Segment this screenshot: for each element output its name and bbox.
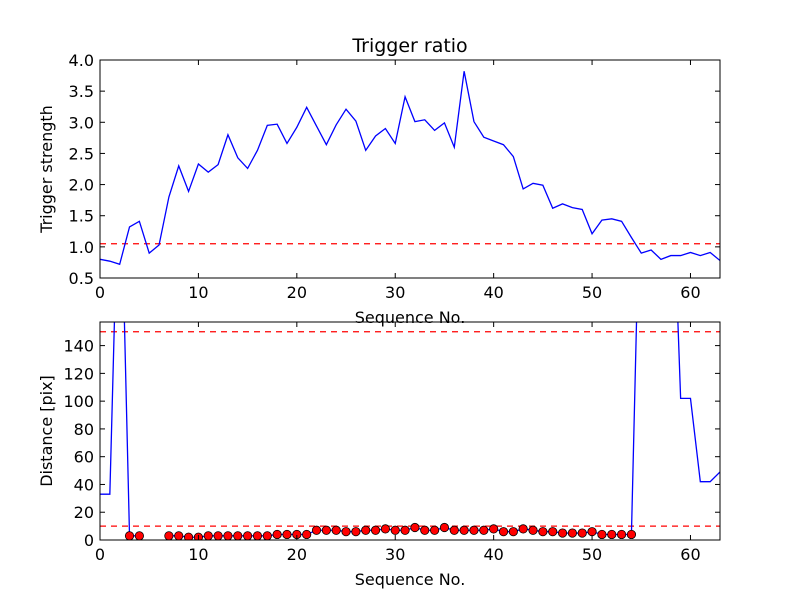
chart1-series-1-point-13	[272, 529, 282, 540]
chart0-xtick-label-5: 50	[582, 283, 602, 302]
chart1-series-1-point-19	[331, 525, 341, 535]
distance-chart: 0 10 20 30 40 50 60 0 20 40 60 80 100 120 140 Sequence …	[37, 321, 721, 589]
chart1-plot-area	[100, 322, 720, 540]
chart0-xtick-label-2: 20	[287, 283, 307, 302]
chart1-series-1-point-42	[557, 528, 568, 538]
chart0-x-axis-label: Sequence No.	[355, 308, 466, 327]
chart1-series-1-point-2	[164, 531, 174, 540]
chart1-ytick-label-7: 140	[63, 337, 94, 356]
chart1-series-1-point-40	[538, 527, 548, 537]
chart1-series-1-point-44	[577, 528, 587, 538]
chart1-series-1-point-29	[430, 525, 440, 535]
chart1-series-1-point-12	[262, 531, 272, 540]
chart0-ytick-label-7: 4.0	[69, 51, 94, 70]
chart1-ytick-label-1: 20	[74, 503, 94, 522]
chart1-series-1-point-1	[134, 531, 144, 540]
chart1-series-1-point-26	[400, 525, 410, 535]
chart0-ytick-label-0: 0.5	[69, 269, 94, 288]
chart1-series-1-point-48	[616, 529, 627, 540]
chart1-xtick-label-0: 0	[95, 545, 105, 564]
chart1-xtick-label-2: 20	[287, 545, 307, 564]
chart1-series-1-point-11	[252, 531, 263, 540]
chart0-xtick-label-1: 10	[188, 283, 208, 302]
chart1-ytick-label-5: 100	[63, 392, 94, 411]
chart0-xtick-label-3: 30	[385, 283, 405, 302]
chart1-ytick-label-6: 120	[63, 364, 94, 383]
chart1-ytick-label-2: 40	[74, 475, 94, 494]
chart1-series-1-point-7	[213, 531, 223, 540]
chart1-series-1-point-22	[361, 525, 371, 535]
chart1-ytick-label-0: 0	[84, 531, 94, 550]
chart1-series-1-point-9	[233, 531, 243, 540]
chart0-xtick-label-0: 0	[95, 283, 105, 302]
chart1-series-1-point-20	[341, 527, 351, 537]
chart1-series-1-point-34	[479, 525, 489, 535]
chart1-series-1-point-30	[439, 522, 450, 533]
chart0-ytick-label-6: 3.5	[69, 82, 94, 101]
chart1-series-1-point-8	[223, 531, 233, 540]
chart0-series-0-line	[100, 71, 720, 266]
chart1-series-1-point-35	[489, 524, 499, 534]
chart1-series-1-point-21	[351, 527, 361, 537]
chart1-series-1-point-0	[124, 531, 135, 540]
chart1-x-axis-label: Sequence No.	[355, 570, 466, 589]
chart1-series-1-point-38	[518, 524, 528, 534]
chart1-series-1-point-6	[203, 531, 213, 540]
chart1-series-1-point-33	[469, 525, 479, 535]
chart1-ytick-label-3: 60	[74, 448, 94, 467]
chart1-series-1-point-17	[311, 525, 322, 535]
chart1-series-1-point-36	[498, 527, 509, 537]
chart1-series-1-point-25	[390, 525, 400, 535]
chart1-series-1-point-46	[597, 529, 607, 540]
chart1-xtick-label-3: 30	[385, 545, 405, 564]
chart1-series-1-point-3	[174, 531, 184, 540]
chart1-ytick-label-4: 80	[74, 420, 94, 439]
chart1-series-1-point-28	[420, 525, 430, 535]
chart1-series-1-point-49	[626, 529, 637, 540]
chart1-xtick-label-1: 10	[188, 545, 208, 564]
chart0-xtick-label-4: 40	[483, 283, 503, 302]
chart0-title: Trigger ratio	[351, 35, 467, 57]
chart0-xtick-label-6: 60	[680, 283, 700, 302]
chart0-ytick-label-1: 1.0	[69, 238, 94, 257]
chart1-series-1-point-32	[459, 525, 469, 535]
chart1-series-1-point-4	[183, 532, 194, 540]
chart1-series-1-point-27	[410, 522, 420, 533]
chart1-series-1-point-10	[243, 531, 253, 540]
chart1-xtick-label-4: 40	[483, 545, 503, 564]
chart0-ytick-label-3: 2.0	[69, 176, 94, 195]
chart1-series-1-point-43	[567, 528, 577, 538]
chart1-series-1-point-16	[302, 529, 312, 540]
chart1-series-1-point-39	[528, 525, 538, 535]
chart0-plot-area	[100, 71, 720, 266]
chart0-ytick-label-4: 2.5	[69, 144, 94, 163]
chart1-y-axis-label: Distance [pix]	[37, 375, 56, 487]
chart1-series-1-point-18	[321, 525, 331, 535]
chart1-axes-frame	[99, 321, 721, 541]
chart1-xtick-label-6: 60	[680, 545, 700, 564]
chart1-series-1-point-31	[449, 525, 459, 535]
chart0-ytick-label-2: 1.5	[69, 207, 94, 226]
chart1-series-1-point-37	[508, 527, 518, 537]
chart1-series-1-point-24	[380, 524, 390, 534]
chart1-series-1-point-47	[607, 529, 617, 540]
chart1-series-1-point-14	[282, 529, 292, 540]
chart1-series-1-point-41	[548, 527, 558, 537]
chart0-ytick-label-5: 3.0	[69, 113, 94, 132]
chart1-series-1-point-23	[370, 525, 381, 535]
chart1-series-1-point-45	[587, 527, 597, 537]
chart0-axes-frame	[99, 59, 721, 279]
chart1-xtick-label-5: 50	[582, 545, 602, 564]
chart0-y-axis-label: Trigger strength	[37, 105, 56, 234]
